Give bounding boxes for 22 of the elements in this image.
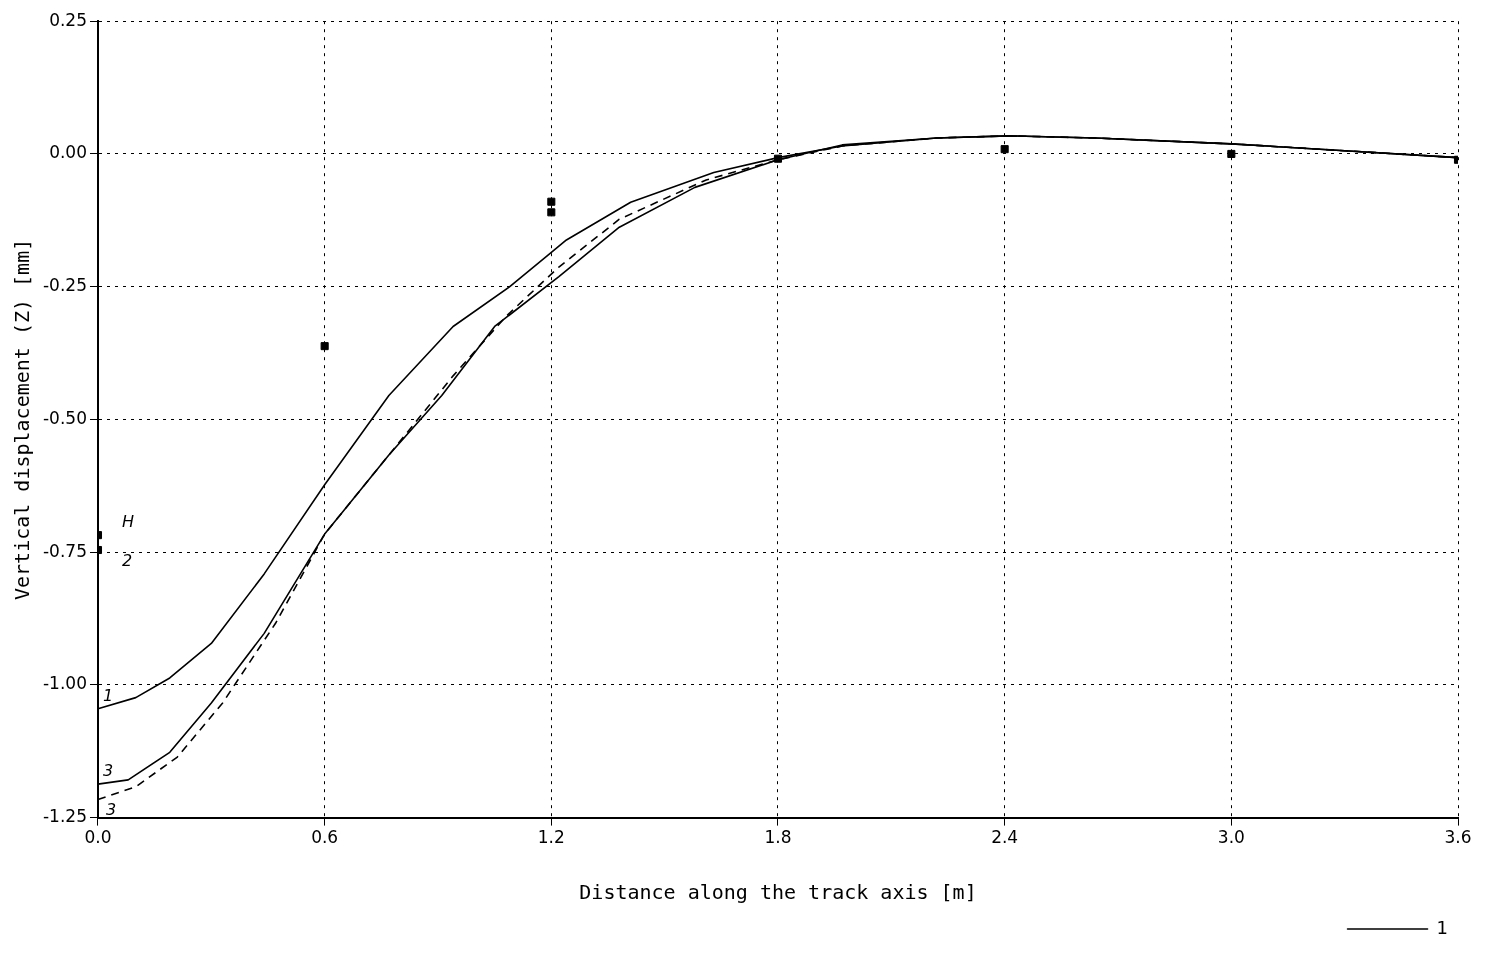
annotation: H	[121, 512, 135, 532]
x-tick-label: 3.0	[1217, 827, 1245, 848]
y-tick-label: -0.50	[42, 407, 87, 428]
y-tick-label: -1.25	[42, 806, 87, 827]
text: 1	[102, 685, 114, 705]
x-tick-label: 1.8	[764, 827, 792, 848]
x-tick-label: 3.6	[1444, 827, 1472, 848]
x-tick-label: 1.2	[537, 827, 565, 848]
annotation: 2	[121, 551, 133, 571]
series-label: 3	[102, 761, 114, 781]
series-label: 3	[105, 799, 117, 819]
y-tick-label: 0.00	[49, 142, 87, 163]
x-tick-label: 0.6	[311, 827, 339, 848]
y-tick-label: -0.75	[42, 540, 87, 561]
y-tick-label: -1.00	[42, 673, 87, 694]
y-axis-title: Vertical displacement (Z) [mm]	[10, 238, 35, 601]
x-tick-label: 0.0	[84, 827, 112, 848]
legend-label: 1	[1436, 916, 1448, 938]
y-tick-label: 0.25	[49, 9, 87, 30]
x-axis-title: Distance along the track axis [m]	[579, 880, 977, 905]
y-tick-label: -0.25	[42, 275, 87, 296]
x-tick-label: 2.4	[991, 827, 1019, 848]
